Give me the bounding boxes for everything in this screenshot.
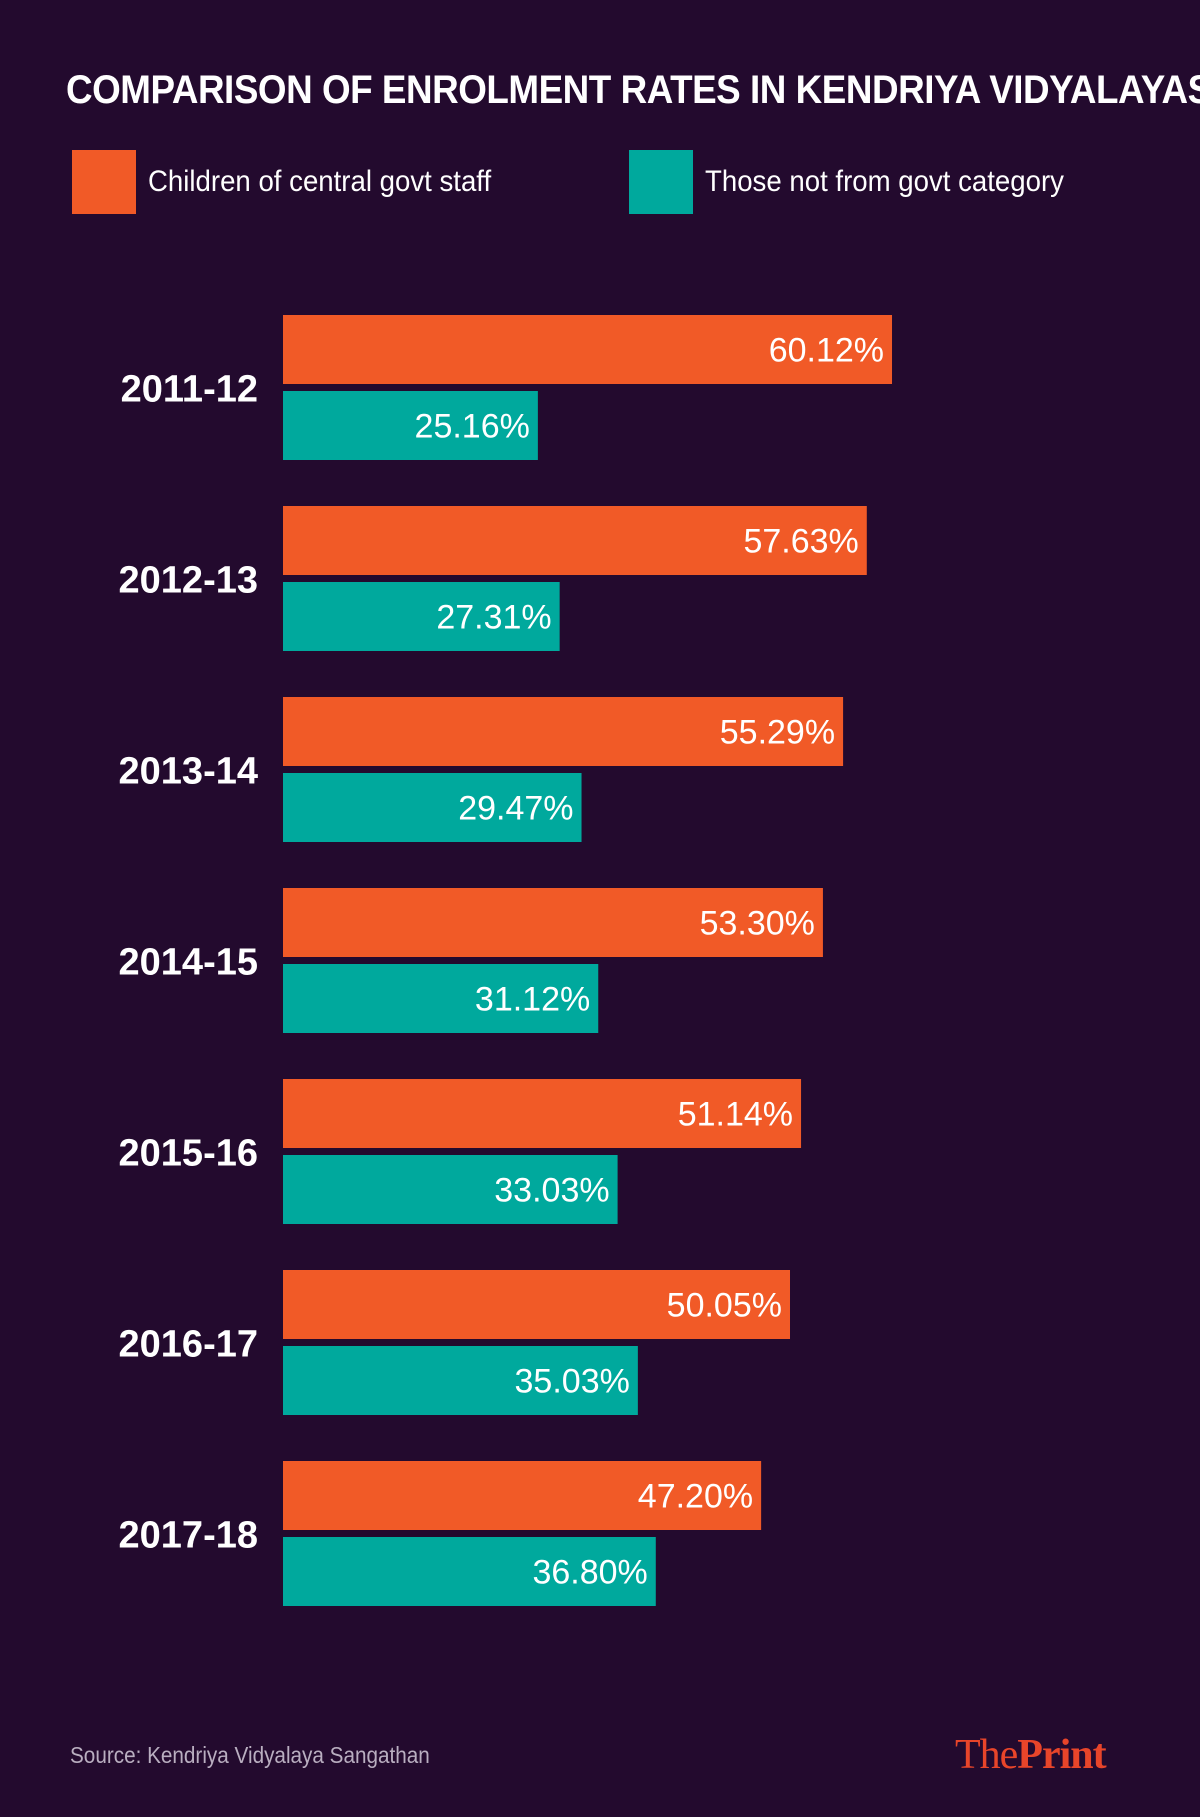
bar-non-govt-2013-14 (283, 773, 582, 842)
value-label-govt-2016-17: 50.05% (667, 1287, 782, 1325)
category-label-2014-15: 2014-15 (119, 942, 258, 984)
bar-non-govt-2017-18 (283, 1537, 656, 1606)
source-note: Source: Kendriya Vidyalaya Sangathan (70, 1742, 430, 1768)
bar-govt-2013-14 (283, 697, 844, 766)
category-label-2013-14: 2013-14 (119, 751, 258, 793)
brand-part-2: Print (1017, 1732, 1106, 1778)
value-label-non-govt-2012-13: 27.31% (436, 599, 551, 637)
value-label-govt-2014-15: 53.30% (700, 905, 815, 943)
bar-non-govt-2014-15 (283, 964, 599, 1033)
bar-govt-2017-18 (283, 1461, 762, 1530)
bar-govt-2014-15 (283, 888, 823, 957)
value-label-non-govt-2016-17: 35.03% (515, 1363, 630, 1401)
value-label-non-govt-2015-16: 33.03% (494, 1172, 609, 1210)
value-label-govt-2013-14: 55.29% (720, 714, 835, 752)
value-label-non-govt-2017-18: 36.80% (532, 1554, 647, 1592)
value-label-non-govt-2011-12: 25.16% (415, 408, 530, 446)
bar-non-govt-2016-17 (283, 1346, 638, 1415)
value-label-govt-2011-12: 60.12% (769, 332, 884, 370)
bar-non-govt-2012-13 (283, 582, 560, 651)
value-label-govt-2017-18: 47.20% (638, 1478, 753, 1516)
chart-title: COMPARISON OF ENROLMENT RATES IN KENDRIY… (66, 68, 1200, 112)
theprint-logo: ThePrint (955, 1730, 1107, 1780)
category-label-2017-18: 2017-18 (119, 1515, 258, 1557)
legend-label-govt: Children of central govt staff (148, 165, 492, 198)
category-label-2011-12: 2011-12 (121, 369, 258, 411)
legend-swatch-non-govt (629, 150, 693, 214)
legend-swatch-govt (72, 150, 136, 214)
value-label-govt-2015-16: 51.14% (678, 1096, 793, 1134)
value-label-non-govt-2014-15: 31.12% (475, 981, 590, 1019)
category-label-2016-17: 2016-17 (119, 1324, 258, 1366)
brand-part-1: The (955, 1732, 1018, 1778)
value-label-non-govt-2013-14: 29.47% (458, 790, 573, 828)
bar-non-govt-2011-12 (283, 391, 538, 460)
bar-govt-2012-13 (283, 506, 867, 575)
bar-govt-2015-16 (283, 1079, 802, 1148)
value-label-govt-2012-13: 57.63% (743, 523, 858, 561)
legend-label-non-govt: Those not from govt category (705, 165, 1064, 198)
category-label-2015-16: 2015-16 (119, 1133, 258, 1175)
bar-govt-2016-17 (283, 1270, 791, 1339)
bar-non-govt-2015-16 (283, 1155, 618, 1224)
bar-govt-2011-12 (283, 315, 893, 384)
category-label-2012-13: 2012-13 (119, 560, 258, 602)
